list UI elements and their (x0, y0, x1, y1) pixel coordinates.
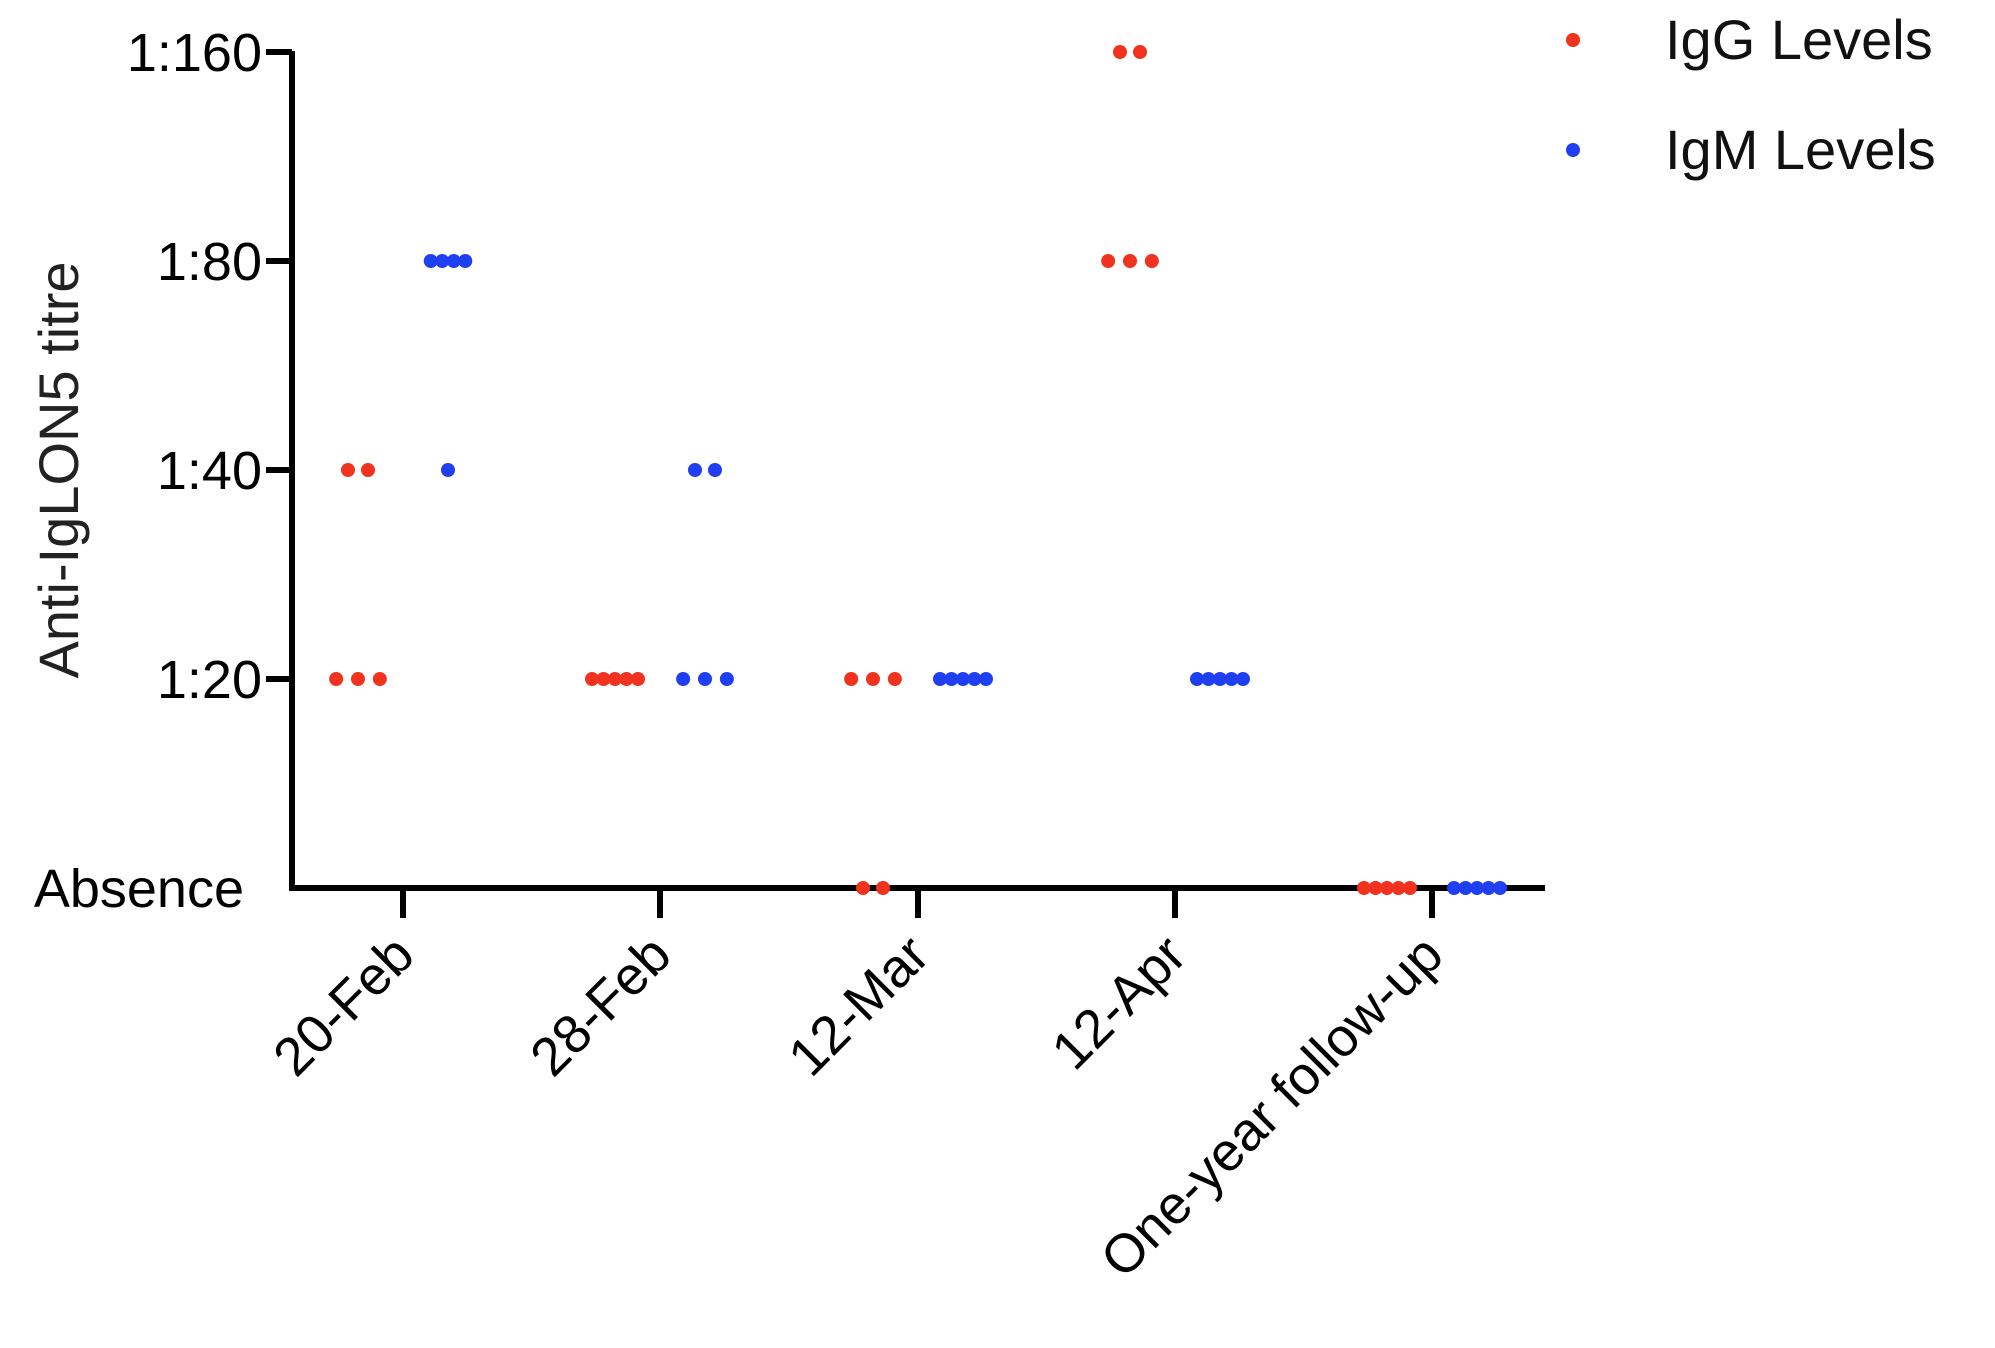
legend-marker (1566, 33, 1580, 47)
x-tick-label: 12-Apr (1040, 924, 1197, 1081)
igg-data-point (596, 672, 611, 686)
igg-data-point (631, 672, 645, 686)
y-tick-label: 1:80 (157, 232, 262, 292)
igm-data-point (1481, 881, 1496, 895)
igm-data-point (688, 463, 702, 477)
igm-data-point (944, 672, 959, 686)
igg-data-point (1113, 45, 1127, 59)
igm-data-point (1458, 881, 1473, 895)
igg-data-point (351, 672, 365, 686)
igg-data-point (1380, 881, 1394, 895)
igm-data-point (423, 254, 438, 268)
igg-data-point (887, 672, 902, 686)
igg-data-point (856, 881, 870, 895)
igm-data-point (1470, 881, 1484, 895)
igg-data-point (372, 672, 387, 686)
axes (289, 51, 1545, 891)
igm-data-point (435, 254, 450, 268)
x-tick-label: 12-Mar (777, 924, 940, 1087)
legend-label: IgM Levels (1665, 118, 1936, 181)
igm-data-point (1493, 881, 1507, 895)
y-tick-label: 1:40 (157, 441, 262, 501)
igg-data-point (866, 672, 880, 686)
igm-data-point (1447, 881, 1461, 895)
igg-data-point (1357, 881, 1371, 895)
igg-data-point (608, 672, 622, 686)
legend-marker (1566, 143, 1580, 157)
igg-data-point (1123, 254, 1137, 268)
igg-data-point (844, 672, 859, 686)
y-tick-label: 1:160 (127, 23, 262, 83)
data-points (329, 45, 1507, 895)
legend: IgG Levels IgM Levels (1566, 8, 1936, 181)
y-tick-label: Absence (34, 859, 244, 919)
y-axis-ticks: Absence 1:20 1:40 1:80 1:160 (34, 23, 292, 919)
igm-data-point (441, 463, 455, 477)
igg-data-point (1144, 254, 1159, 268)
igg-data-point (1133, 45, 1147, 59)
igm-data-point (1224, 672, 1239, 686)
x-tick-label: 20-Feb (262, 924, 425, 1087)
igg-data-point (876, 881, 890, 895)
igg-data-point (329, 672, 344, 686)
legend-label: IgG Levels (1665, 8, 1933, 71)
igm-data-point (1213, 672, 1227, 686)
igm-data-point (956, 672, 970, 686)
igm-data-point (719, 672, 734, 686)
igm-data-point (708, 463, 722, 477)
igm-data-point (458, 254, 473, 268)
igm-data-point (1190, 672, 1204, 686)
igg-data-point (585, 672, 599, 686)
igg-data-point (619, 672, 634, 686)
igm-data-point (1201, 672, 1216, 686)
igg-data-point (341, 463, 355, 477)
x-tick-label: 28-Feb (519, 924, 682, 1087)
igg-data-point (1368, 881, 1383, 895)
igg-data-point (1391, 881, 1406, 895)
igg-data-point (1403, 881, 1417, 895)
igg-data-point (361, 463, 375, 477)
igg-data-point (1101, 254, 1116, 268)
igm-data-point (967, 672, 982, 686)
y-axis-title: Anti-IgLON5 titre (27, 261, 90, 678)
y-tick-label: 1:20 (157, 650, 262, 710)
igm-data-point (1236, 672, 1250, 686)
igm-data-point (698, 672, 712, 686)
igm-data-point (676, 672, 691, 686)
igm-data-point (933, 672, 947, 686)
igm-data-point (979, 672, 993, 686)
igm-data-point (446, 254, 461, 268)
